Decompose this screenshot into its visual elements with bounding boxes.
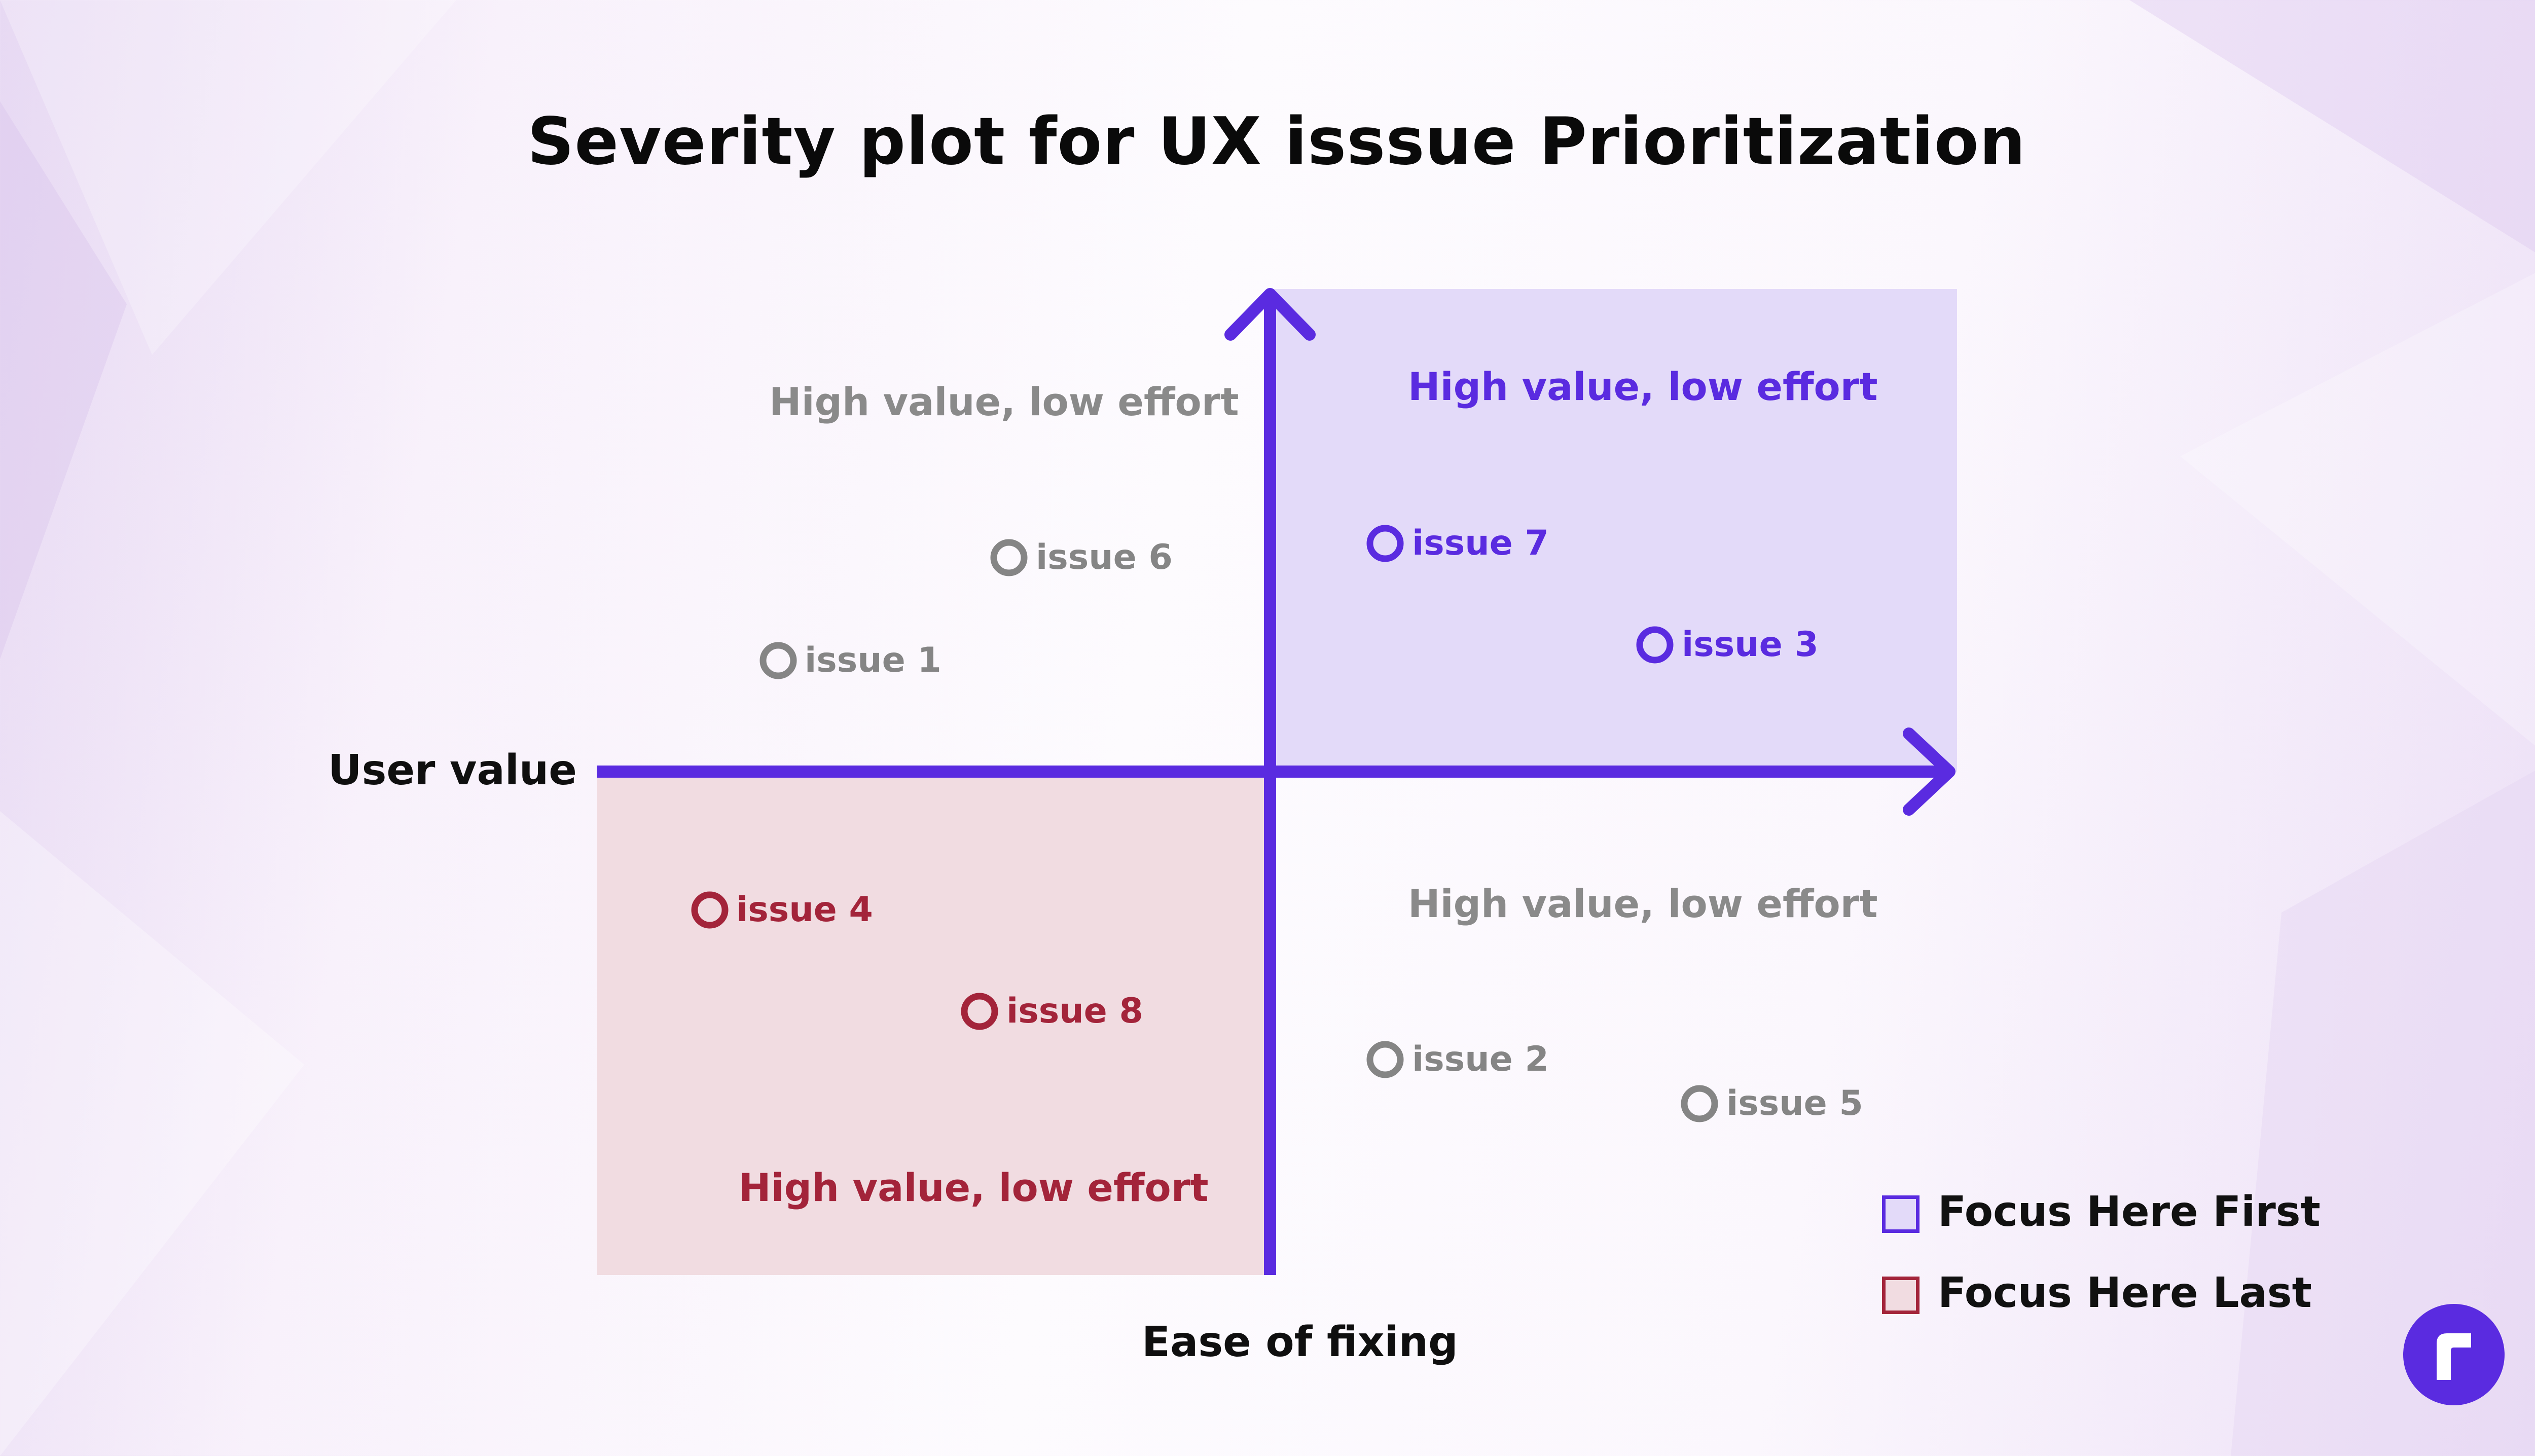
quadrant-label-top-left: High value, low effort — [769, 379, 1239, 424]
issue-label: issue 6 — [1036, 537, 1173, 577]
quadrant-label-top-right: High value, low effort — [1408, 364, 1878, 409]
legend-label-focus-last: Focus Here Last — [1938, 1269, 2312, 1317]
issue-label: issue 1 — [805, 640, 941, 680]
issue-marker-icon — [759, 642, 797, 679]
issue-marker-icon — [1366, 1041, 1404, 1078]
quadrant-focus-last — [597, 772, 1270, 1275]
x-axis-label: Ease of fixing — [1142, 1318, 1458, 1366]
issue-label: issue 4 — [736, 890, 873, 930]
issue-label: issue 8 — [1006, 991, 1143, 1031]
y-axis-label: User value — [328, 746, 577, 794]
issue-marker-icon — [1366, 525, 1404, 562]
page-title: Severity plot for UX isssue Prioritizati… — [527, 104, 2026, 179]
y-axis-arrow-icon — [1224, 288, 1316, 341]
issue-label: issue 7 — [1412, 523, 1549, 563]
issue-marker-icon — [990, 539, 1028, 576]
quadrant-label-bottom-left: High value, low effort — [739, 1165, 1209, 1210]
issue-marker-icon — [961, 993, 998, 1030]
issue-marker-icon — [691, 891, 729, 929]
issue-label: issue 2 — [1412, 1039, 1549, 1079]
issue-label: issue 5 — [1726, 1083, 1863, 1123]
r-logo-icon — [2403, 1304, 2505, 1405]
legend-label-focus-first: Focus Here First — [1938, 1188, 2321, 1236]
quadrant-label-bottom-right: High value, low effort — [1408, 881, 1878, 926]
legend-swatch-focus-last — [1882, 1277, 1920, 1314]
legend-swatch-focus-first — [1882, 1195, 1920, 1233]
issue-marker-icon — [1681, 1085, 1718, 1122]
x-axis-arrow-icon — [1903, 727, 1955, 816]
issue-label: issue 3 — [1682, 625, 1819, 665]
issue-marker-icon — [1636, 626, 1674, 664]
